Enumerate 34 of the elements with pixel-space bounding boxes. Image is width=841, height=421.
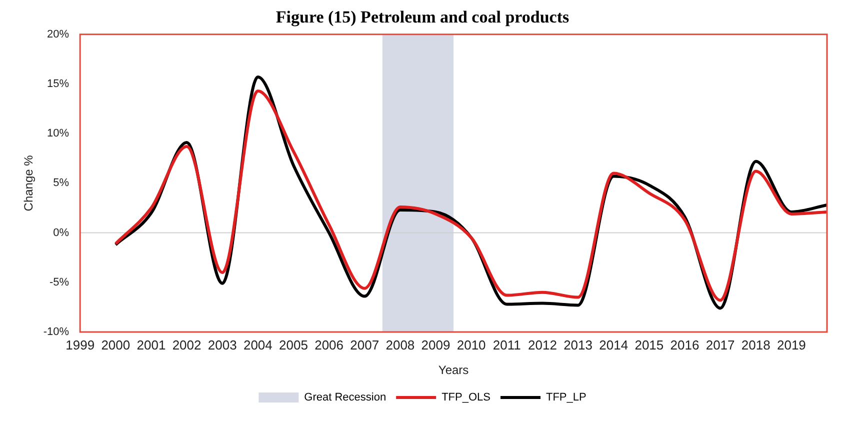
x-tick-label: 2007 bbox=[350, 337, 380, 352]
x-tick-label: 2015 bbox=[634, 337, 664, 352]
x-tick-label: 2010 bbox=[456, 337, 486, 352]
y-tick-label: 5% bbox=[53, 177, 70, 190]
x-tick-label: 2006 bbox=[314, 337, 344, 352]
x-tick-label: 2001 bbox=[136, 337, 166, 352]
x-tick-label: 1999 bbox=[66, 337, 95, 352]
x-tick-label: 2005 bbox=[279, 337, 308, 352]
x-tick-label: 2013 bbox=[564, 337, 592, 352]
x-tick-label: 2003 bbox=[208, 337, 237, 352]
x-tick-label: 2014 bbox=[599, 337, 628, 352]
legend-label: TFP_LP bbox=[546, 392, 586, 404]
x-tick-label: 2004 bbox=[243, 337, 272, 352]
x-tick-label: 2009 bbox=[421, 337, 450, 352]
x-tick-label: 2011 bbox=[492, 337, 521, 352]
x-tick-label: 2000 bbox=[101, 337, 130, 352]
x-axis-title: Years bbox=[438, 363, 469, 378]
x-tick-label: 2018 bbox=[741, 337, 770, 352]
x-tick-label: 2002 bbox=[172, 337, 202, 352]
x-tick-label: 2012 bbox=[528, 337, 557, 352]
x-tick-label: 2008 bbox=[386, 337, 415, 352]
y-axis-title: Change % bbox=[22, 154, 36, 212]
y-tick-label: -5% bbox=[50, 276, 70, 288]
y-tick-label: 15% bbox=[47, 78, 70, 90]
y-tick-label: -10% bbox=[43, 326, 70, 338]
y-tick-label: 20% bbox=[47, 28, 70, 40]
x-tick-label: 2019 bbox=[776, 337, 806, 352]
x-tick-label: 2016 bbox=[670, 337, 700, 352]
x-tick-label: 2017 bbox=[706, 337, 735, 352]
y-tick-label: 10% bbox=[47, 128, 70, 140]
legend-label: Great Recession bbox=[304, 392, 386, 404]
chart-title: Figure (15) Petroleum and coal products bbox=[276, 8, 570, 27]
y-tick-label: 0% bbox=[53, 226, 70, 239]
legend-label: TFP_OLS bbox=[442, 392, 490, 404]
